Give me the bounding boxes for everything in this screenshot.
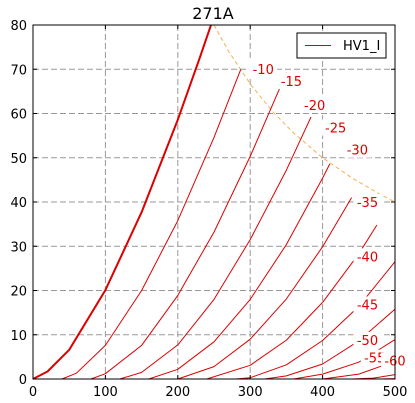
curve-label-bg: [343, 141, 372, 158]
x-tick-label: 100: [93, 385, 118, 400]
legend: HV1_I: [296, 32, 387, 59]
y-tick-label: 20: [10, 285, 27, 300]
curve-label: -45: [357, 299, 378, 314]
curve-label: -25: [325, 122, 346, 137]
axis-ticks: 0 100 200 300 400 500 0 10 20 30 40 50 60 70 80: [10, 19, 407, 400]
curve-grid-5: [61, 69, 242, 380]
curve-label: -30: [347, 144, 368, 159]
series-layer: [32, 24, 396, 380]
dissipation-curve: [213, 24, 396, 203]
curve-label: -20: [304, 99, 325, 114]
y-tick-label: 70: [10, 63, 27, 78]
curve-label: -55: [364, 352, 385, 367]
y-tick-label: 0: [19, 373, 27, 388]
curve-label-bg: [353, 331, 382, 348]
y-tick-label: 50: [10, 152, 27, 167]
x-tick-label: 500: [383, 385, 408, 400]
curve-label-bg: [353, 193, 382, 210]
curve-grid-15: [119, 116, 312, 380]
curve-grid-0: [32, 24, 212, 380]
curve-label: -15: [281, 75, 302, 90]
legend-label: HV1_I: [343, 39, 380, 54]
curve-grid-10: [90, 72, 287, 380]
dissipation-line: [213, 24, 396, 203]
chart-title: 271A: [192, 4, 234, 23]
grid: [33, 25, 395, 379]
x-tick-label: 400: [310, 385, 335, 400]
curve-label-bg: [300, 96, 329, 113]
x-tick-label: 300: [238, 385, 263, 400]
y-tick-label: 60: [10, 108, 27, 123]
x-tick-label: 200: [165, 385, 190, 400]
curve-label: -50: [357, 334, 378, 349]
curve-grid-40: [264, 308, 396, 380]
curve-label-bg: [321, 119, 350, 136]
y-tick-label: 80: [10, 19, 27, 34]
curve-label-bg: [353, 296, 382, 313]
x-tick-label: 0: [29, 385, 37, 400]
y-tick-label: 40: [10, 196, 27, 211]
curve-labels: -10-15-20-25-30-35-40-45-50-55 -60: [249, 61, 409, 370]
curve-label-bg: [277, 73, 306, 90]
y-tick-label: 10: [10, 329, 27, 344]
y-tick-label: 30: [10, 240, 27, 255]
curve-label-bg: [249, 61, 278, 78]
curve-grid-25: [177, 197, 353, 380]
curve-label: -10: [253, 63, 274, 78]
curve-label: -40: [357, 250, 378, 265]
curve-label: -35: [357, 196, 378, 211]
curve-grid-20: [148, 163, 331, 380]
curve-label-bg: [353, 248, 382, 265]
